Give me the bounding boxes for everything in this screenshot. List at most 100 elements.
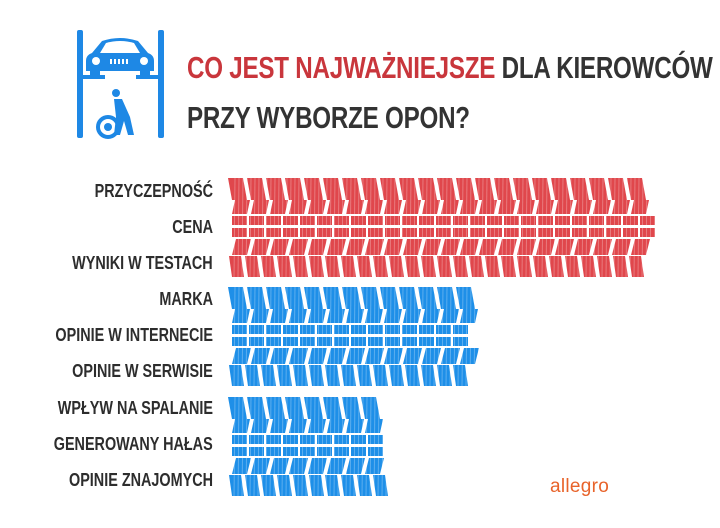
tread-block: [565, 256, 580, 277]
tread-block: [613, 256, 628, 277]
bar-group-1: [228, 177, 656, 278]
tread-line: [245, 177, 248, 278]
tread-block: [300, 435, 315, 444]
tread-block: [357, 365, 372, 386]
tread-line: [429, 177, 432, 278]
tread-block: [555, 228, 570, 237]
tread-block: [460, 200, 478, 214]
tread-block: [249, 447, 264, 456]
tread-block: [270, 348, 289, 364]
tread-line: [357, 286, 360, 387]
tread-block: [589, 228, 604, 237]
tread-line: [361, 396, 364, 497]
tread-line: [233, 177, 236, 278]
tread-block: [334, 337, 349, 346]
tread-line: [589, 177, 592, 278]
tread-line: [301, 286, 304, 387]
tread-block: [422, 309, 440, 323]
tread-block: [261, 365, 276, 386]
tread-block: [365, 419, 383, 433]
tread-block: [460, 348, 479, 364]
tread-line: [365, 177, 368, 278]
tread-block: [631, 239, 650, 255]
tread-line: [289, 396, 292, 497]
tread-line: [449, 286, 452, 387]
tread-block: [323, 178, 342, 200]
tread-line: [401, 177, 404, 278]
tread-block: [487, 228, 502, 237]
tread-block: [456, 178, 475, 200]
tread-block: [384, 348, 403, 364]
tread-block: [308, 200, 326, 214]
tread-block: [228, 287, 247, 309]
tread-block: [365, 309, 383, 323]
tread-block: [232, 348, 251, 364]
tread-line: [593, 177, 596, 278]
tread-block: [266, 397, 285, 419]
tread-block: [251, 419, 269, 433]
tread-line: [281, 177, 284, 278]
allegro-logo: allegro: [550, 476, 610, 497]
tread-line: [425, 177, 428, 278]
tread-line: [649, 177, 652, 278]
tread-block: [308, 419, 326, 433]
tread-line: [549, 177, 552, 278]
tread-line: [425, 286, 428, 387]
tread-line: [321, 396, 324, 497]
tread-line: [305, 177, 308, 278]
category-label: OPINIE W INTERNECIE: [55, 325, 213, 345]
tread-block: [403, 239, 422, 255]
tread-line: [381, 286, 384, 387]
tread-line: [293, 177, 296, 278]
tread-block: [228, 178, 247, 200]
tread-block: [385, 216, 400, 225]
tread-line: [353, 286, 356, 387]
tread-block: [304, 178, 323, 200]
tread-block: [437, 365, 452, 386]
tread-block: [285, 287, 304, 309]
tread-block: [317, 228, 332, 237]
tread-block: [308, 239, 327, 255]
tread-block: [277, 365, 292, 386]
tread-block: [572, 228, 587, 237]
tread-block: [612, 239, 631, 255]
tread-line: [241, 396, 244, 497]
tread-line: [445, 286, 448, 387]
tread-line: [365, 396, 368, 497]
title-rest: DLA KIEROWCÓW: [501, 50, 713, 85]
tread-line: [413, 286, 416, 387]
tread-block: [293, 256, 308, 277]
tread-block: [380, 178, 399, 200]
tread-block: [245, 256, 260, 277]
tread-block: [536, 239, 555, 255]
tread-block: [419, 228, 434, 237]
tread-line: [469, 177, 472, 278]
title-highlight: CO JEST NAJWAŻNIEJSZE: [187, 50, 496, 85]
tread-line: [241, 286, 244, 387]
tread-line: [345, 177, 348, 278]
category-label: CENA: [172, 217, 213, 237]
tread-line: [613, 177, 616, 278]
tread-line: [417, 177, 420, 278]
tread-block: [346, 309, 364, 323]
tread-line: [533, 177, 536, 278]
tread-line: [393, 286, 396, 387]
tread-block: [453, 365, 468, 386]
tread-line: [265, 396, 268, 497]
tread-line: [357, 396, 360, 497]
tread-line: [485, 177, 488, 278]
tread-line: [653, 177, 656, 278]
tread-block: [593, 200, 611, 214]
tread-block: [538, 216, 553, 225]
tread-block: [555, 239, 574, 255]
tread-line: [257, 286, 260, 387]
tread-line: [601, 177, 604, 278]
tread-block: [309, 365, 324, 386]
tread-line: [461, 286, 464, 387]
tread-line: [385, 286, 388, 387]
tread-line: [329, 177, 332, 278]
tread-block: [422, 348, 441, 364]
tread-block: [504, 228, 519, 237]
bar-group-3: [228, 396, 392, 497]
tread-block: [270, 200, 288, 214]
